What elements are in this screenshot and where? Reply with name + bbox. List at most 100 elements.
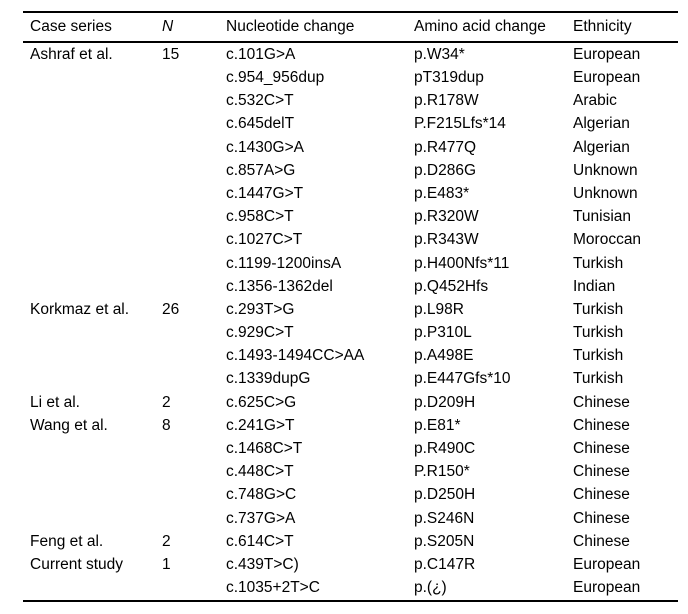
table-header-row: Case series N Nucleotide change Amino ac… — [23, 13, 678, 43]
table-row: Korkmaz et al. 26 c.293T>G p.L98R Turkis… — [23, 298, 678, 321]
cell-nucleotide-change: c.857A>G — [226, 161, 296, 179]
cell-case-series: Korkmaz et al. — [30, 300, 130, 318]
table-row: c.1339dupG p.E447Gfs*10 Turkish — [23, 368, 678, 391]
cell-amino-acid-change: p.E483* — [414, 184, 470, 202]
table-row: Ashraf et al. 15 c.101G>A p.W34* Europea… — [23, 43, 678, 66]
cell-amino-acid-change: p.R477Q — [414, 138, 477, 156]
table-row: c.737G>A p.S246N Chinese — [23, 507, 678, 530]
cell-ethnicity: Turkish — [573, 300, 624, 318]
cell-amino-acid-change: p.W34* — [414, 45, 465, 63]
table-row: c.1035+2T>C p.(¿) European — [23, 576, 678, 599]
table-row: c.448C>T P.R150* Chinese — [23, 460, 678, 483]
cell-ethnicity: European — [573, 69, 641, 87]
table-row: c.954_956dup pT319dup European — [23, 66, 678, 89]
cell-case-series: Feng et al. — [30, 532, 104, 550]
cell-amino-acid-change: p.D250H — [414, 486, 476, 504]
cell-nucleotide-change: c.958C>T — [226, 208, 294, 226]
cell-case-series: Ashraf et al. — [30, 45, 113, 63]
cell-amino-acid-change: p.H400Nfs*11 — [414, 254, 510, 272]
table-row: c.929C>T p.P310L Turkish — [23, 321, 678, 344]
cell-n: 26 — [162, 300, 180, 318]
cell-ethnicity: European — [573, 555, 641, 573]
cell-ethnicity: Indian — [573, 277, 616, 295]
cell-nucleotide-change: c.1468C>T — [226, 440, 303, 458]
cell-ethnicity: Unknown — [573, 161, 638, 179]
table-row: c.1430G>A p.R477Q Algerian — [23, 136, 678, 159]
cell-case-series: Wang et al. — [30, 416, 108, 434]
col-header-amino-acid-change: Amino acid change — [414, 18, 546, 36]
cell-amino-acid-change: p.D209H — [414, 393, 476, 411]
cell-amino-acid-change: p.C147R — [414, 555, 476, 573]
col-header-ethnicity: Ethnicity — [573, 18, 632, 36]
cell-amino-acid-change: p.S205N — [414, 532, 475, 550]
table-row: c.645delT P.F215Lfs*14 Algerian — [23, 113, 678, 136]
cell-nucleotide-change: c.748G>C — [226, 486, 297, 504]
col-header-nucleotide-change: Nucleotide change — [226, 18, 355, 36]
table-row: c.532C>T p.R178W Arabic — [23, 89, 678, 112]
table-row: c.857A>G p.D286G Unknown — [23, 159, 678, 182]
cell-ethnicity: Chinese — [573, 463, 630, 481]
cell-n: 15 — [162, 45, 180, 63]
cell-ethnicity: Algerian — [573, 115, 630, 133]
cell-ethnicity: Turkish — [573, 370, 624, 388]
table-row: Current study 1 c.439T>C) p.C147R Europe… — [23, 553, 678, 576]
cell-ethnicity: Unknown — [573, 184, 638, 202]
cell-amino-acid-change: p.(¿) — [414, 579, 447, 597]
table-row: c.1447G>T p.E483* Unknown — [23, 182, 678, 205]
cell-ethnicity: Arabic — [573, 92, 617, 110]
cell-nucleotide-change: c.614C>T — [226, 532, 294, 550]
cell-ethnicity: Chinese — [573, 486, 630, 504]
cell-amino-acid-change: p.E81* — [414, 416, 461, 434]
cell-case-series: Current study — [30, 555, 124, 573]
cell-amino-acid-change: p.Q452Hfs — [414, 277, 489, 295]
cell-amino-acid-change: p.D286G — [414, 161, 477, 179]
cell-nucleotide-change: c.293T>G — [226, 300, 295, 318]
cell-ethnicity: Tunisian — [573, 208, 632, 226]
cell-nucleotide-change: c.737G>A — [226, 509, 296, 527]
cell-nucleotide-change: c.1027C>T — [226, 231, 303, 249]
table-row: c.1027C>T p.R343W Moroccan — [23, 229, 678, 252]
cell-n: 2 — [162, 532, 171, 550]
cell-nucleotide-change: c.1356-1362del — [226, 277, 333, 295]
cell-amino-acid-change: p.R320W — [414, 208, 479, 226]
cell-n: 1 — [162, 555, 171, 573]
table-row: c.1468C>T p.R490C Chinese — [23, 437, 678, 460]
cell-nucleotide-change: c.439T>C) — [226, 555, 299, 573]
table-body: Ashraf et al. 15 c.101G>A p.W34* Europea… — [23, 43, 678, 600]
table-row: Feng et al. 2 c.614C>T p.S205N Chinese — [23, 530, 678, 553]
cell-ethnicity: European — [573, 45, 641, 63]
table-row: c.748G>C p.D250H Chinese — [23, 484, 678, 507]
cell-amino-acid-change: p.L98R — [414, 300, 464, 318]
table-row: Li et al. 2 c.625C>G p.D209H Chinese — [23, 391, 678, 414]
cell-nucleotide-change: c.1493-1494CC>AA — [226, 347, 365, 365]
table-row: Wang et al. 8 c.241G>T p.E81* Chinese — [23, 414, 678, 437]
col-header-case-series: Case series — [30, 18, 112, 36]
cell-nucleotide-change: c.101G>A — [226, 45, 296, 63]
cell-ethnicity: Chinese — [573, 440, 630, 458]
cell-ethnicity: Chinese — [573, 509, 630, 527]
cell-amino-acid-change: p.P310L — [414, 324, 472, 342]
table-row: c.1356-1362del p.Q452Hfs Indian — [23, 275, 678, 298]
cell-nucleotide-change: c.1199-1200insA — [226, 254, 342, 272]
cell-ethnicity: European — [573, 579, 641, 597]
cell-n: 8 — [162, 416, 171, 434]
cell-amino-acid-change: p.R490C — [414, 440, 476, 458]
cell-ethnicity: Turkish — [573, 254, 624, 272]
cell-amino-acid-change: p.S246N — [414, 509, 475, 527]
cell-nucleotide-change: c.1035+2T>C — [226, 579, 320, 597]
case-series-table: Case series N Nucleotide change Amino ac… — [23, 11, 678, 602]
cell-nucleotide-change: c.645delT — [226, 115, 295, 133]
cell-amino-acid-change: p.R178W — [414, 92, 479, 110]
table-row: c.1199-1200insA p.H400Nfs*11 Turkish — [23, 252, 678, 275]
cell-ethnicity: Chinese — [573, 416, 630, 434]
cell-nucleotide-change: c.448C>T — [226, 463, 294, 481]
cell-nucleotide-change: c.929C>T — [226, 324, 294, 342]
cell-amino-acid-change: p.R343W — [414, 231, 479, 249]
cell-nucleotide-change: c.954_956dup — [226, 69, 325, 87]
cell-ethnicity: Turkish — [573, 324, 624, 342]
cell-amino-acid-change: p.A498E — [414, 347, 474, 365]
table-row: c.1493-1494CC>AA p.A498E Turkish — [23, 344, 678, 367]
cell-nucleotide-change: c.532C>T — [226, 92, 294, 110]
cell-ethnicity: Algerian — [573, 138, 630, 156]
